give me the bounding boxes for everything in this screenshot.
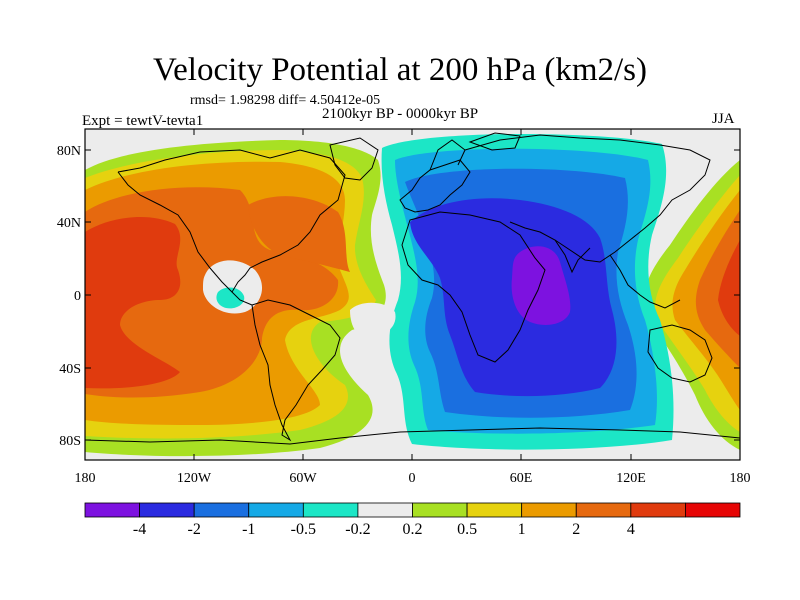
colorbar-swatch	[84, 502, 140, 518]
y-tick-label: 40N	[57, 216, 81, 231]
colorbar-label: -2	[188, 521, 201, 538]
colorbar-swatch	[521, 502, 577, 518]
colorbar-label: 0.5	[457, 521, 477, 538]
x-tick-label: 180	[730, 471, 751, 486]
coast-antarctica	[85, 427, 740, 445]
coast-asia	[464, 134, 711, 263]
field-positive-2-atlantic	[248, 196, 350, 272]
y-tick-label: 80S	[59, 434, 81, 449]
plot-subtitle: 2100kyr BP - 0000kyr BP	[322, 106, 479, 122]
coast-india	[554, 239, 591, 274]
coastlines	[85, 132, 740, 445]
stats-line: rmsd= 1.98298 diff= 4.50412e-05	[190, 93, 381, 108]
x-axis: 180 120W 60W 0 60E 120E 180	[75, 129, 751, 486]
coast-southeast-asia	[609, 254, 681, 309]
colorbar-label: 1	[518, 521, 526, 538]
field-neg-pocket-0.5	[216, 287, 245, 309]
colorbar-swatch	[248, 502, 304, 518]
colorbar: -4 -2 -1 -0.5 -0.2 0.2 0.5 1 2 4	[84, 502, 741, 538]
x-tick-label: 60E	[510, 471, 533, 486]
colorbar-swatch	[139, 502, 195, 518]
experiment-label: Expt = tewtV-tevta1	[82, 113, 204, 129]
colorbar-swatch	[302, 502, 359, 518]
contour-fields	[85, 133, 740, 457]
colorbar-label: -4	[133, 521, 146, 538]
colorbar-swatch	[412, 502, 468, 518]
colorbar-swatch	[685, 502, 741, 518]
colorbar-swatch	[357, 502, 413, 518]
season-label: JJA	[712, 111, 735, 127]
y-tick-label: 40S	[59, 362, 81, 377]
colorbar-swatch	[575, 502, 632, 518]
field-negative-4	[511, 246, 571, 325]
x-tick-label: 60W	[289, 471, 317, 486]
field-positive-wp-4	[718, 240, 740, 336]
colorbar-label: 2	[572, 521, 580, 538]
x-tick-label: 120W	[177, 471, 212, 486]
colorbar-label: 4	[627, 521, 635, 538]
colorbar-label: -1	[242, 521, 255, 538]
plot-title: Velocity Potential at 200 hPa (km2/s)	[152, 52, 648, 88]
coast-europe	[399, 159, 471, 213]
coast-greenland	[329, 137, 379, 181]
coast-australia	[647, 324, 713, 383]
field-positive-4	[85, 217, 181, 389]
colorbar-label: -0.5	[291, 521, 316, 538]
colorbar-swatch	[193, 502, 250, 518]
field-atlantic-gap	[350, 302, 396, 339]
coast-arctic-islands	[468, 132, 521, 151]
colorbar-swatch	[630, 502, 686, 518]
coast-north-america-west	[117, 171, 233, 293]
x-tick-label: 120E	[616, 471, 646, 486]
x-tick-label: 180	[75, 471, 96, 486]
coast-south-america	[251, 299, 341, 442]
field-positive-wp-2	[695, 210, 740, 368]
y-tick-label: 0	[74, 289, 81, 304]
coast-scandinavia	[429, 139, 466, 171]
coast-africa	[401, 211, 546, 363]
x-tick-label: 0	[409, 471, 416, 486]
colorbar-swatch	[466, 502, 523, 518]
colorbar-label: 0.2	[403, 521, 423, 538]
coast-north-america	[117, 149, 346, 306]
y-axis: 80N 40N 0 40S 80S	[57, 144, 740, 449]
colorbar-label: -0.2	[345, 521, 370, 538]
y-tick-label: 80N	[57, 144, 81, 159]
